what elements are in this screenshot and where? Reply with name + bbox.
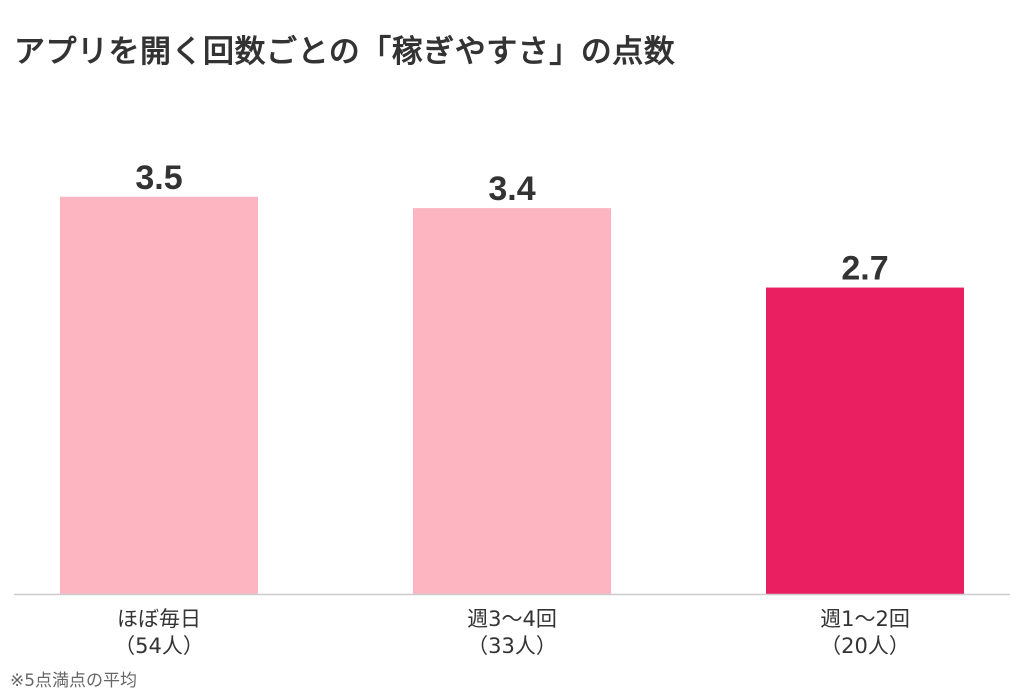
bar-2 xyxy=(413,208,611,594)
x-tick-label-3-line-1: 週1〜2回 xyxy=(820,607,910,631)
bar-3 xyxy=(766,287,964,594)
data-label-3: 2.7 xyxy=(841,250,888,288)
x-tick-label-1-line-2: （54人） xyxy=(114,634,204,658)
x-tick-label-3-line-2: （20人） xyxy=(820,634,910,658)
x-tick-label-1-line-1: ほぼ毎日 xyxy=(117,607,201,631)
data-label-1: 3.5 xyxy=(135,159,182,197)
x-tick-label-2-line-1: 週3〜4回 xyxy=(467,607,557,631)
data-label-2: 3.4 xyxy=(488,170,535,208)
footnote: ※5点満点の平均 xyxy=(10,671,138,691)
x-tick-label-2-line-2: （33人） xyxy=(467,634,557,658)
chart-title: アプリを開く回数ごとの「稼ぎやすさ」の点数 xyxy=(14,34,676,70)
bar-1 xyxy=(60,196,258,594)
